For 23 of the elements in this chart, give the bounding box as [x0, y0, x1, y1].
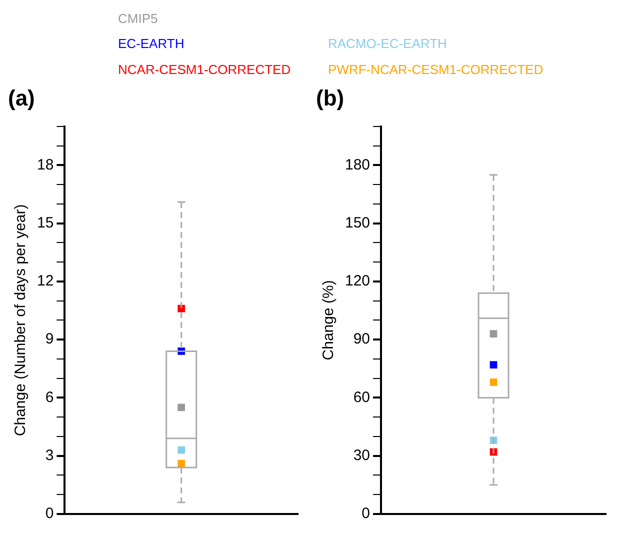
- chart-title: (a): [8, 85, 35, 110]
- y-tick-label: 0: [45, 505, 54, 522]
- y-axis-title: Change (%): [320, 280, 338, 360]
- y-tick-label: 9: [45, 330, 54, 348]
- y-axis-title: Change (Number of days per year): [12, 204, 30, 436]
- y-tick-label: 3: [45, 447, 54, 464]
- y-tick-label: 180: [344, 156, 370, 174]
- y-tick-label: 18: [36, 156, 54, 174]
- text: PWRF-NCAR-CESM1-CORRECTED: [328, 60, 544, 79]
- text: EC-EARTH: [118, 35, 186, 54]
- y-tick-label: 15: [36, 214, 54, 232]
- y-tick-label: 120: [344, 272, 370, 290]
- y-tick-label: 150: [344, 214, 370, 232]
- text: NCAR-CESM1-CORRECTED: [118, 60, 292, 79]
- y-tick-label: 6: [45, 388, 54, 406]
- y-tick-label: 0: [362, 505, 370, 522]
- text: CMIP5: [118, 10, 159, 28]
- y-tick-label: 12: [36, 272, 54, 290]
- chart-title: (b): [316, 85, 344, 110]
- text: RACMO-EC-EARTH: [328, 35, 448, 54]
- y-tick-label: 90: [353, 330, 370, 348]
- y-tick-label: 60: [353, 388, 370, 406]
- y-tick-label: 30: [353, 447, 370, 464]
